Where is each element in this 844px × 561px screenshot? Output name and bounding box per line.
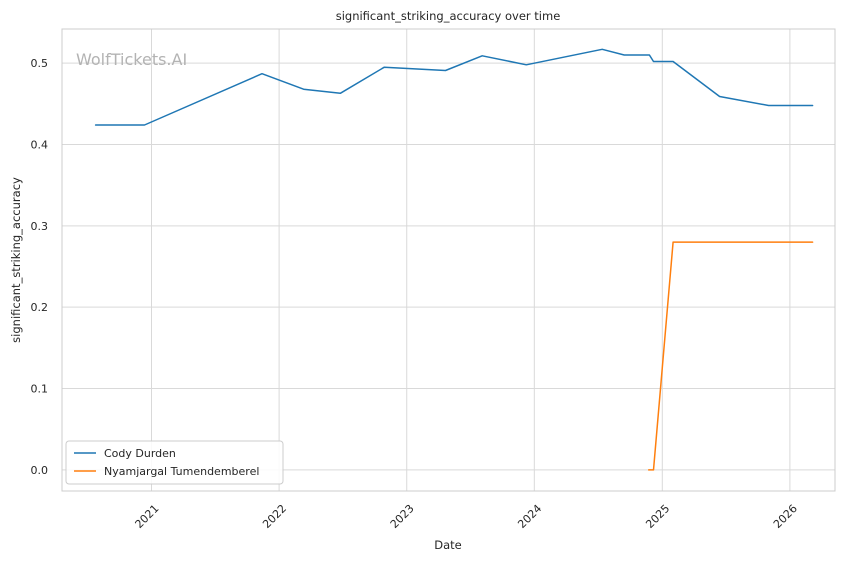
legend-box [65, 440, 284, 485]
y-tick-label: 0.4 [31, 139, 49, 152]
legend-label-cody-durden: Cody Durden [104, 447, 176, 460]
x-axis-label: Date [434, 538, 462, 552]
series-layer [94, 48, 814, 471]
grid-lines [62, 29, 835, 491]
plot-frame [61, 28, 836, 492]
series-line-cody-durden [94, 48, 814, 126]
series-line-nyamjargal-tumendemberel [647, 241, 814, 471]
y-axis-label: significant_striking_accuracy [9, 177, 23, 343]
y-tick-label: 0.5 [31, 57, 49, 70]
y-axis-ticks: 0.0 0.1 0.2 0.3 0.4 0.5 [31, 57, 49, 477]
y-tick-label: 0.3 [31, 220, 49, 233]
chart-title: significant_striking_accuracy over time [336, 9, 561, 23]
watermark: WolfTickets.AI [76, 50, 187, 69]
legend-label-nyamjargal-tumendemberel: Nyamjargal Tumendemberel [104, 465, 259, 478]
y-tick-label: 0.0 [31, 464, 49, 477]
legend: Cody Durden Nyamjargal Tumendemberel [65, 440, 284, 485]
y-tick-label: 0.2 [31, 301, 49, 314]
y-tick-label: 0.1 [31, 383, 49, 396]
plot-area [62, 29, 835, 491]
